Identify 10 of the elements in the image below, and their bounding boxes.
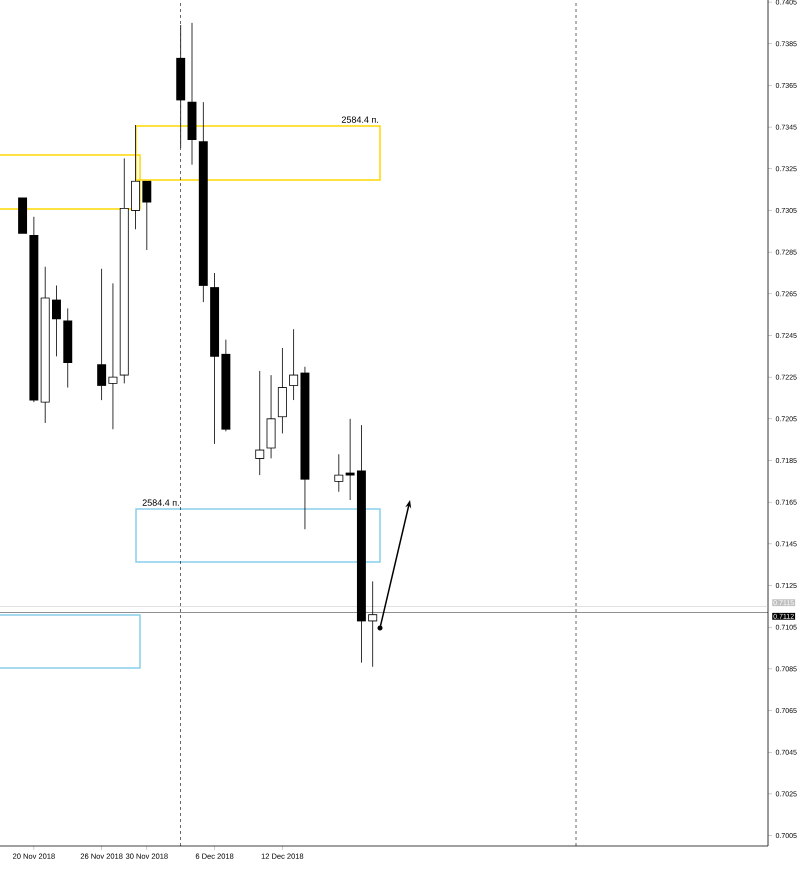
candlestick: [289, 328, 298, 400]
annotation: 2584.4 п.: [142, 499, 179, 506]
candlestick: [52, 285, 61, 357]
candlestick: [142, 180, 152, 250]
annotation: 2584.4 п.: [342, 116, 378, 123]
candlestick: [108, 282, 118, 430]
candlestick: [334, 454, 344, 492]
candlestick: [97, 268, 106, 400]
candlestick: [346, 418, 355, 500]
candlestick: [255, 370, 264, 476]
